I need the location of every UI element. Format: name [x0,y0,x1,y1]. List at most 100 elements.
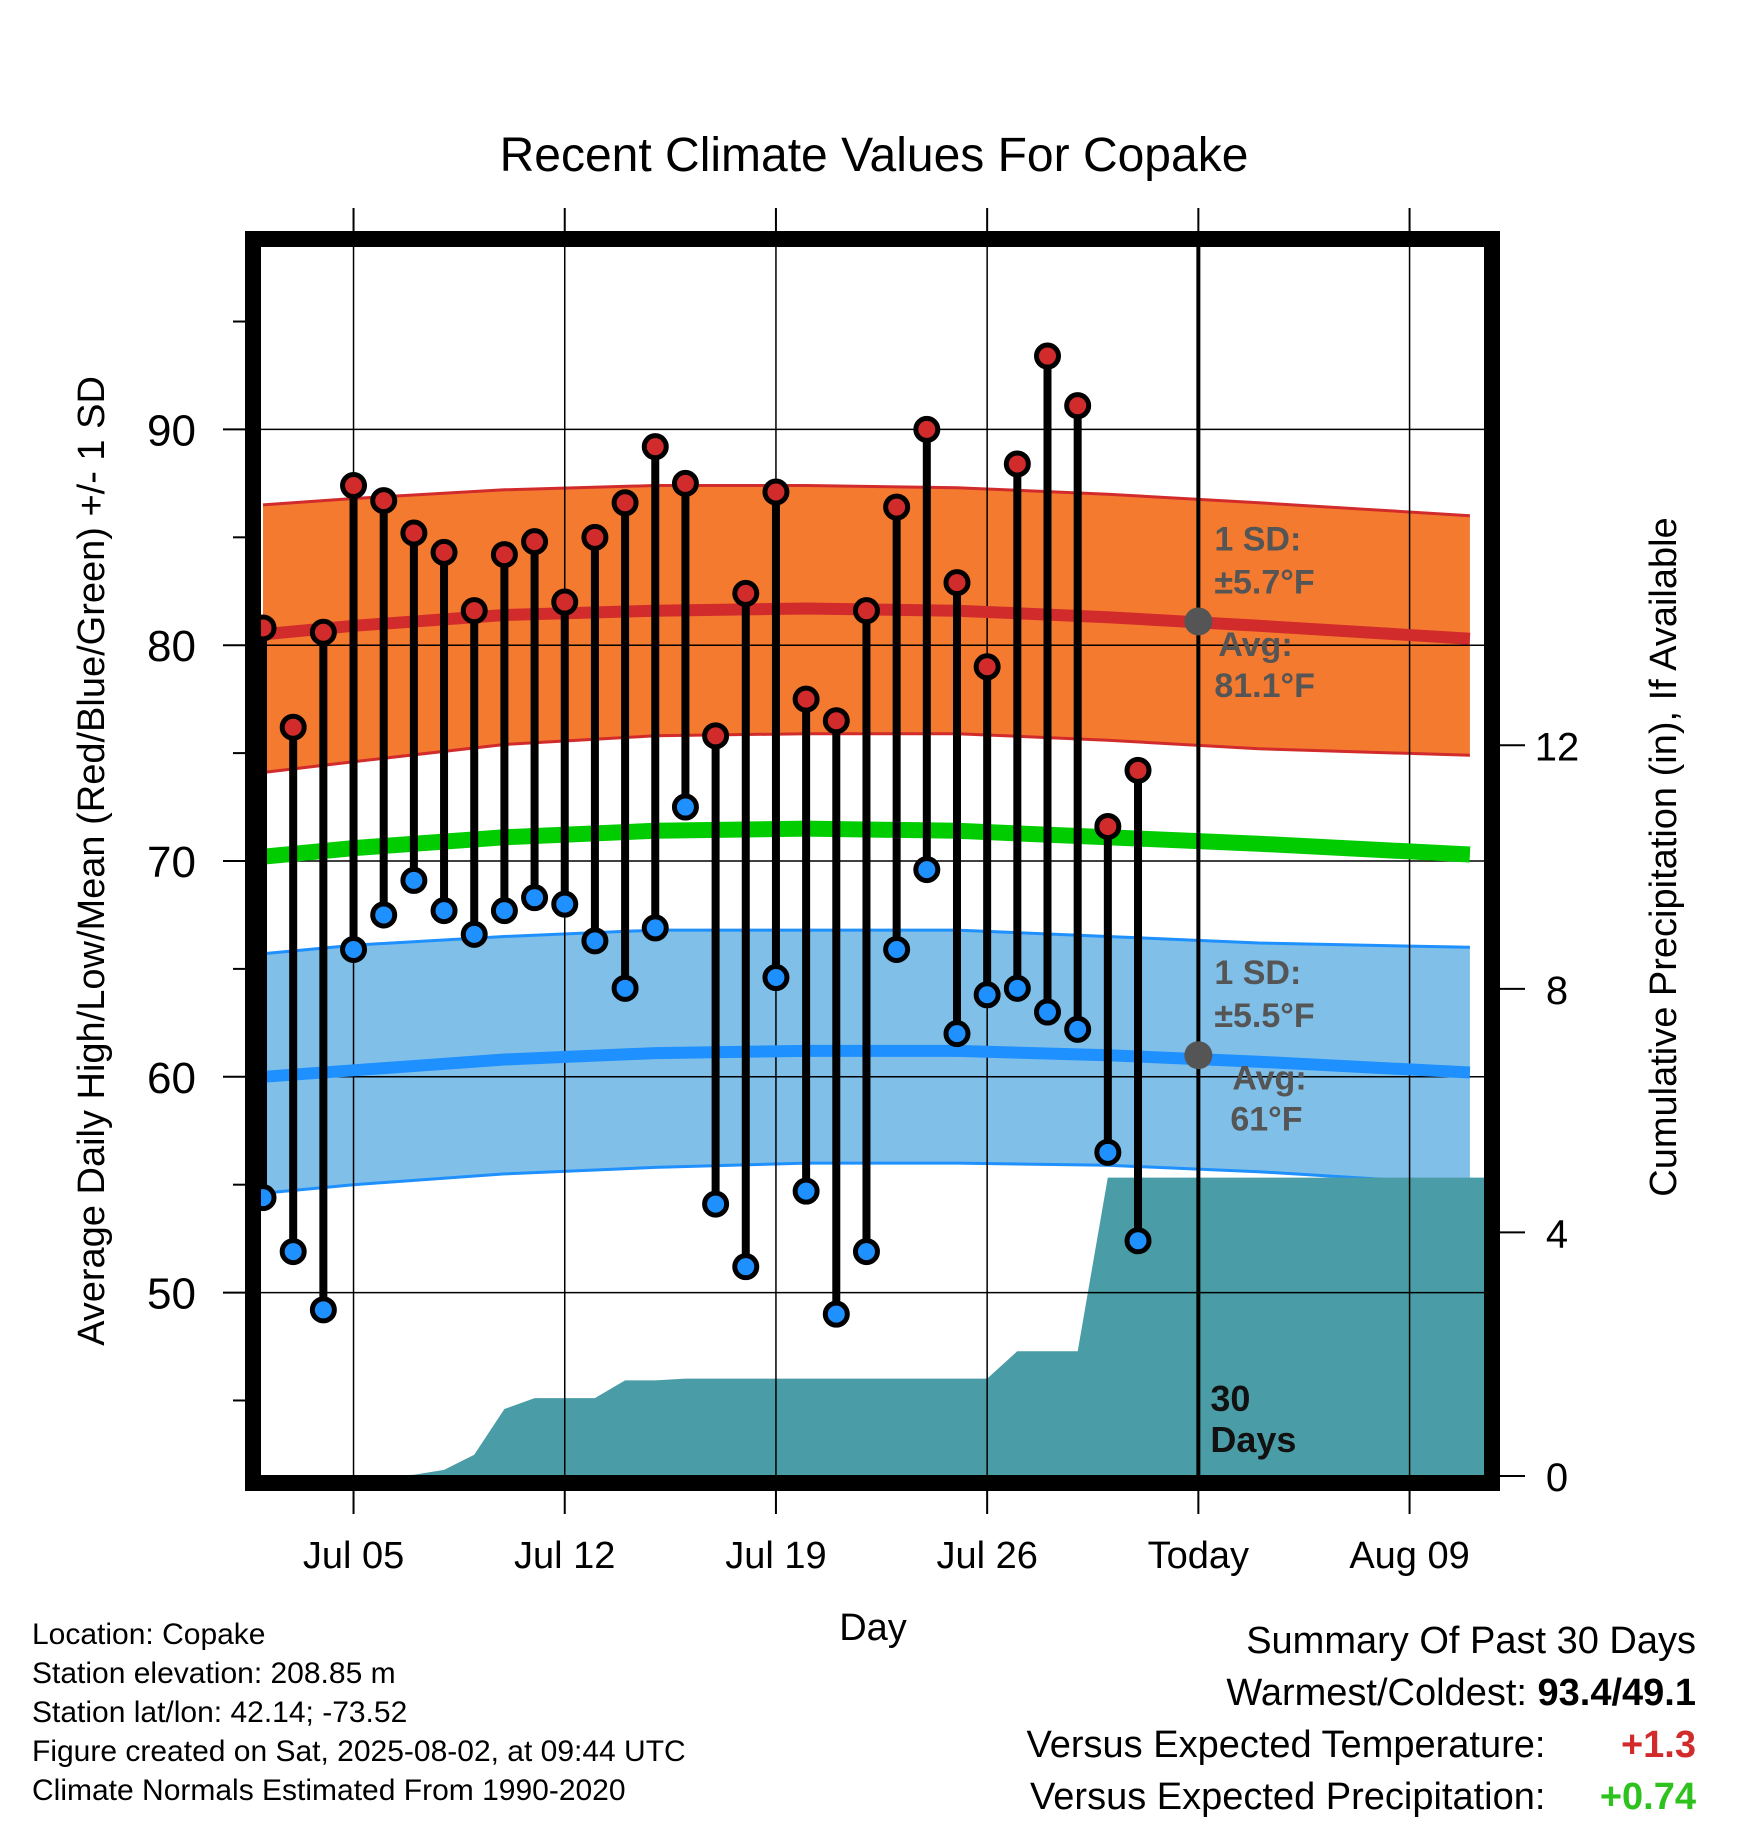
precip-value: +0.74 [1599,1776,1696,1818]
elevation-text: Station elevation: 208.85 m [32,1657,396,1690]
y-tick-label: 70 [147,838,196,887]
low-point [883,935,911,963]
high-point [1094,812,1122,840]
low-point [641,914,669,942]
warmest-value: 93.4/49.1 [1537,1672,1696,1714]
high-point [641,433,669,461]
y2-tick-label: 8 [1546,969,1568,1013]
y-tick-label: 80 [147,622,196,671]
location-text: Location: Copake [32,1618,266,1651]
low-point [370,901,398,929]
y-axis-title: Average Daily High/Low/Mean (Red/Blue/Gr… [71,376,113,1346]
low-point [400,866,428,894]
created-text: Figure created on Sat, 2025-08-02, at 09… [32,1735,686,1768]
y-tick-label: 90 [147,406,196,455]
precip-label: Versus Expected Precipitation: [1030,1776,1546,1818]
normals-text: Climate Normals Estimated From 1990-2020 [32,1774,626,1807]
high-point [460,597,488,625]
high-point [973,653,1001,681]
high-point [913,415,941,443]
high-avg-value: 81.1°F [1214,667,1315,705]
high-point [943,569,971,597]
high-point [792,685,820,713]
plot-frame [245,231,1500,1491]
x-tick-label: Jul 26 [936,1535,1037,1577]
low-point [581,927,609,955]
high-point [1064,392,1092,420]
low-point [943,1020,971,1048]
high-point [1003,450,1031,478]
high-point [822,707,850,735]
low-point [822,1300,850,1328]
low-sd-label: 1 SD: [1214,954,1301,992]
high-point [279,713,307,741]
low-point [309,1296,337,1324]
high-point [490,541,518,569]
y-tick-label: 50 [147,1270,196,1319]
daily-points [249,342,1152,1328]
temp-value: +1.3 [1620,1724,1696,1766]
temp-label: Versus Expected Temperature: [1026,1724,1546,1766]
y2-tick-label: 4 [1546,1212,1568,1256]
x-tick-label: Aug 09 [1349,1535,1469,1577]
high-sd-band-upper-edge [262,484,1470,518]
low-point [913,856,941,884]
low-point [490,897,518,925]
high-point [883,493,911,521]
x-tick-label: Jul 12 [514,1535,615,1577]
latlon-text: Station lat/lon: 42.14; -73.52 [32,1696,408,1729]
low-avg-label: Avg: [1232,1060,1306,1098]
low-point [460,920,488,948]
precip-area [263,1177,1485,1476]
low-point [279,1238,307,1266]
low-point [702,1190,730,1218]
low-point [1124,1227,1152,1255]
low-point [430,897,458,925]
low-point [852,1238,880,1266]
summary-panel: Summary Of Past 30 Days Warmest/Coldest:… [1027,1615,1696,1823]
high-sd-label: 1 SD: [1214,520,1301,558]
y2-tick-label: 0 [1546,1456,1568,1500]
high-point [340,472,368,500]
low-point [1094,1138,1122,1166]
y-tick-label: 60 [147,1054,196,1103]
high-point [1034,342,1061,370]
high-point [400,519,428,547]
y2-tick-label: 12 [1535,725,1580,769]
high-sd-value: ±5.7°F [1214,563,1314,601]
low-point [551,890,579,918]
high-point [551,588,579,616]
high-point [732,579,760,607]
today-low-avg-dot [1184,1041,1213,1070]
x-tick-label: Jul 19 [725,1535,826,1577]
days-count-word: Days [1210,1419,1296,1460]
today-high-avg-dot [1184,607,1213,636]
plot-border [245,231,1500,1491]
high-point [702,722,730,750]
days-count-number: 30 [1210,1378,1250,1419]
low-point [973,981,1001,1009]
chart-title: Recent Climate Values For Copake [499,129,1249,182]
axes: 50 60 70 80 90 0 4 8 12 Jul 05 Jul 12 Jul 19 Jul 26 T… [71,208,1685,1649]
low-point [732,1253,760,1281]
low-sd-value: ±5.5°F [1214,997,1314,1035]
warmest-label: Warmest/Coldest: [1226,1672,1527,1714]
high-point [762,478,790,506]
high-point [852,597,880,625]
low-avg-value: 61°F [1230,1101,1302,1139]
daily-stems [259,356,1143,1315]
low-point [521,884,549,912]
station-info: Location: Copake Station elevation: 208.… [32,1615,686,1810]
high-point [430,538,458,566]
high-point [581,523,609,551]
low-point [792,1177,820,1205]
low-point [611,974,639,1002]
low-point [1064,1015,1092,1043]
high-point [671,469,699,497]
high-point [370,487,398,515]
low-point [1003,974,1031,1002]
x-tick-label: Jul 05 [303,1535,404,1577]
y2-axis-title: Cumulative Precipitation (in), If Availa… [1643,517,1685,1196]
